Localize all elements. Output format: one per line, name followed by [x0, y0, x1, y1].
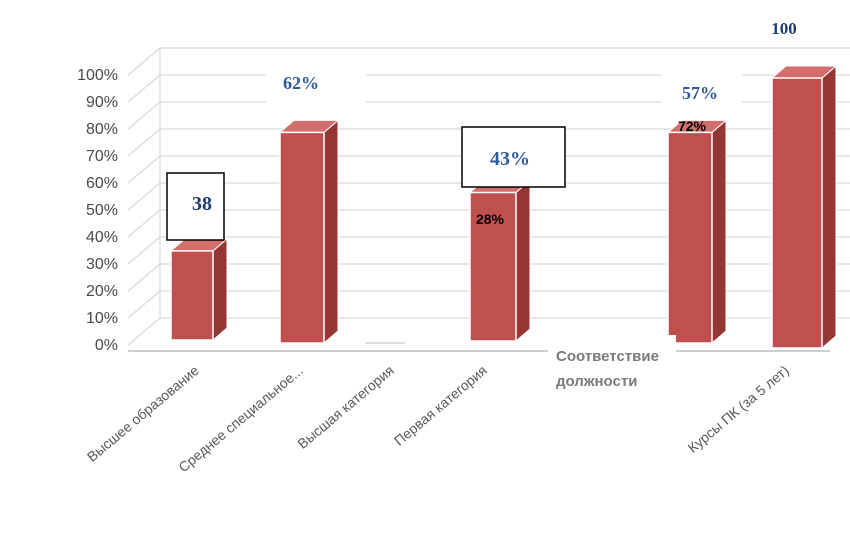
y-tick-label: 50%	[86, 202, 118, 219]
annotation-box-62: 62%	[266, 58, 366, 118]
overlay-category-label: Соответствие должности	[548, 335, 676, 392]
bar	[169, 237, 229, 342]
gridline-side	[127, 155, 161, 184]
annotation-box-38: 38	[166, 172, 225, 241]
bar-side	[821, 64, 837, 350]
annotation-57-label: 57%	[682, 83, 718, 103]
bar-side	[515, 179, 531, 343]
annotation-100-label: 100	[771, 19, 797, 38]
bar	[666, 119, 728, 345]
annotation-28-label: 28%	[476, 211, 505, 227]
bar-front	[170, 250, 214, 341]
x-tick-label: Курсы ПК (за 5 лет)	[684, 362, 791, 456]
annotation-62-label: 62%	[283, 73, 319, 93]
annotation-box-57: 57%	[662, 70, 742, 114]
gridline-side	[127, 317, 161, 346]
y-tick-label: 0%	[95, 337, 118, 354]
bar	[770, 64, 838, 350]
gridline-side	[127, 182, 161, 211]
bar-side	[212, 237, 228, 342]
gridline-side	[127, 236, 161, 265]
overlay-label-line-1: Соответствие	[556, 348, 659, 365]
bar-front	[279, 131, 325, 344]
y-axis: 0% 10% 20% 30% 40% 50% 60% 70% 80% 90% 100%	[77, 67, 118, 354]
gridline-side	[127, 290, 161, 319]
annotation-43-label: 43%	[490, 148, 530, 170]
bar-front	[667, 131, 713, 344]
x-tick-label: Первая категория	[391, 362, 490, 449]
bar-series	[169, 64, 838, 350]
y-tick-label: 30%	[86, 256, 118, 273]
bar	[468, 179, 532, 343]
bar-side	[711, 119, 727, 345]
gridline-side	[127, 101, 161, 130]
bar-side	[323, 119, 339, 345]
gridline-side	[127, 263, 161, 292]
gridline-side	[127, 128, 161, 157]
bar-front	[469, 191, 517, 342]
annotation-38-label: 38	[192, 193, 212, 215]
y-tick-label: 20%	[86, 283, 118, 300]
gridline-side	[127, 74, 161, 103]
annotation-box-43: 43%	[461, 126, 566, 188]
y-tick-label: 80%	[86, 121, 118, 138]
y-tick-label: 40%	[86, 229, 118, 246]
bar	[278, 119, 340, 345]
x-tick-label: Высшее образование	[84, 362, 202, 465]
y-tick-label: 70%	[86, 148, 118, 165]
overlay-label-line-2: должности	[556, 373, 637, 390]
y-tick-label: 10%	[86, 310, 118, 327]
gridline-side	[127, 47, 161, 76]
annotation-72-label: 72%	[678, 118, 707, 134]
bar-front	[771, 77, 823, 349]
gridline-side	[127, 209, 161, 238]
x-tick-label: Высшая категория	[294, 362, 397, 452]
y-tick-label: 60%	[86, 175, 118, 192]
y-tick-label: 90%	[86, 94, 118, 111]
y-tick-label: 100%	[77, 67, 118, 84]
